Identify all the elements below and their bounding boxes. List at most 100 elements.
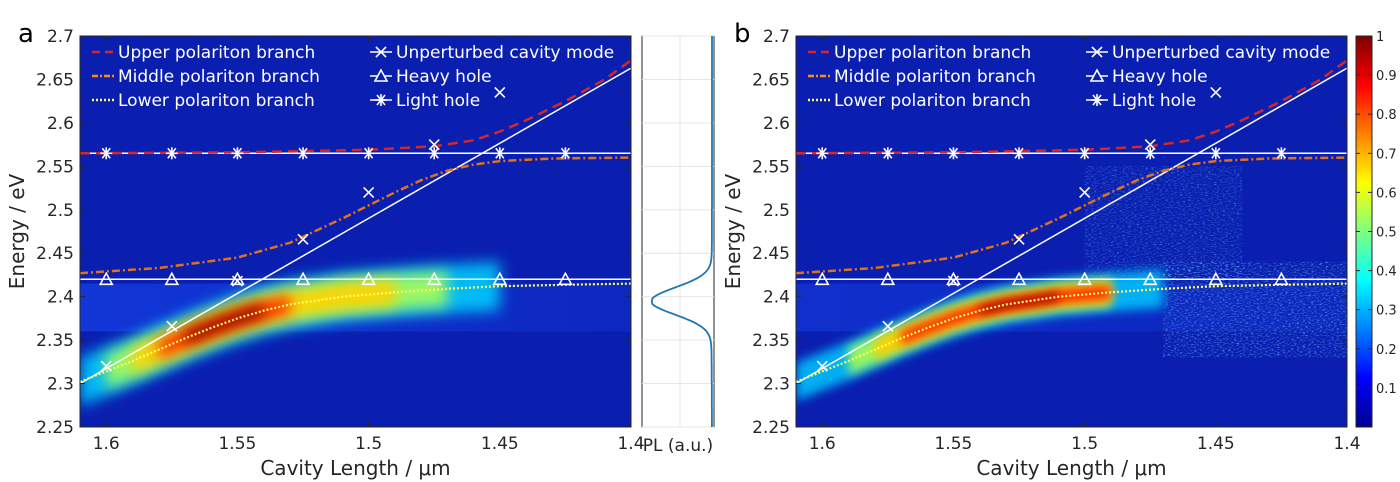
heavy-hole-marker — [1208, 271, 1224, 286]
y-tick-label: 2.5 — [763, 201, 790, 221]
colorbar-tick-label: 1 — [1376, 30, 1384, 45]
upper-branch-line — [796, 59, 1347, 155]
cavity-mode-line — [80, 67, 631, 385]
heavy-hole-marker — [880, 271, 896, 286]
light-hole-marker — [428, 147, 441, 160]
cavity-mode-marker — [1210, 86, 1222, 99]
x-axis-label: Cavity Length / μm — [260, 456, 450, 480]
legend-entry: Middle polariton branch — [808, 67, 1036, 87]
panel-b: Upper polariton branch Middle polariton b… — [721, 27, 1361, 480]
y-tick-label: 2.6 — [763, 114, 790, 134]
heavy-hole-marker — [946, 271, 961, 286]
panel-a: Upper polariton branch Middle polariton b… — [5, 27, 645, 480]
legend-label: Lower polariton branch — [834, 91, 1031, 111]
heavy-hole-marker — [1142, 271, 1158, 286]
y-tick-label: 2.7 — [763, 27, 790, 47]
legend-entry: Upper polariton branch — [92, 43, 315, 63]
y-tick-label: 2.55 — [36, 157, 74, 177]
y-axis-label: Energy / eV — [721, 173, 745, 289]
heavy-hole-marker — [361, 271, 376, 286]
legend-entry: Middle polariton branch — [92, 67, 320, 87]
x-tick-label: 1.45 — [1197, 434, 1235, 454]
heatmap-intensity — [80, 261, 631, 407]
x-axis-label: Cavity Length / μm — [976, 456, 1166, 480]
ticks: 1.6 1.55 1.5 1.45 1.4 2.25 2.3 2.35 2.4 2.45 2.5 2.… — [752, 27, 1360, 454]
light-hole-marker — [947, 147, 960, 160]
legend-entry: Unperturbed cavity mode — [370, 43, 614, 63]
legend-label: Middle polariton branch — [118, 67, 320, 87]
x-tick-label: 1.6 — [809, 434, 836, 454]
heavy-hole-marker — [492, 271, 508, 286]
colorbar: 0.1 0.2 0.3 0.4 0.5 0.6 0.7 0.8 0.9 1 — [1355, 30, 1397, 428]
light-hole-marker — [559, 147, 572, 160]
x-tick-label: 1.5 — [355, 434, 382, 454]
colorbar-tick-label: 0.7 — [1376, 147, 1397, 162]
y-tick-label: 2.4 — [763, 288, 790, 308]
y-tick-label: 2.35 — [752, 331, 790, 351]
legend-label: Heavy hole — [1112, 67, 1208, 87]
heavy-hole-marker — [1011, 271, 1027, 286]
y-tick-label: 2.3 — [47, 375, 74, 395]
pl-spectrum-panel: PL (a.u.) — [641, 35, 715, 456]
y-tick-label: 2.45 — [752, 244, 790, 264]
y-tick-label: 2.65 — [36, 70, 74, 90]
legend-entry: Upper polariton branch — [808, 43, 1031, 63]
cavity-mode-marker — [100, 360, 112, 372]
heavy-hole-marker — [164, 271, 180, 286]
legend-entry: Lower polariton branch — [92, 91, 315, 111]
legend-label: Heavy hole — [396, 67, 492, 87]
y-tick-label: 2.6 — [47, 114, 74, 134]
cavity-mode-marker — [1079, 186, 1091, 198]
cavity-mode-line — [796, 67, 1347, 385]
legend: Upper polariton branch Middle polariton b… — [92, 43, 614, 111]
y-tick-label: 2.45 — [36, 244, 74, 264]
y-tick-label: 2.7 — [47, 27, 74, 47]
light-hole-marker — [231, 147, 244, 160]
colorbar-tick-label: 0.5 — [1376, 226, 1397, 241]
colorbar-tick-label: 0.9 — [1376, 69, 1397, 84]
colorbar-tick-label: 0.6 — [1376, 186, 1397, 201]
legend-label: Unperturbed cavity mode — [396, 43, 614, 63]
panel-label-b: b — [734, 19, 751, 49]
legend-entry: Unperturbed cavity mode — [1086, 43, 1330, 63]
legend-label: Upper polariton branch — [834, 43, 1031, 63]
pl-frame — [641, 35, 715, 428]
legend-entry: Heavy hole — [370, 67, 492, 87]
legend-label: Lower polariton branch — [118, 91, 315, 111]
middle-branch-line — [80, 156, 631, 275]
light-hole-marker — [493, 147, 506, 160]
legend-label: Unperturbed cavity mode — [1112, 43, 1330, 63]
noise-texture — [1084, 166, 1243, 280]
x-tick-label: 1.6 — [93, 434, 120, 454]
curves — [796, 59, 1347, 385]
y-tick-label: 2.35 — [36, 331, 74, 351]
light-hole-marker — [362, 147, 375, 160]
y-tick-label: 2.5 — [47, 201, 74, 221]
light-hole-marker — [881, 147, 894, 160]
cavity-mode-marker — [166, 320, 178, 332]
x-tick-label: 1.55 — [934, 434, 972, 454]
curves — [80, 59, 631, 385]
x-tick-label: 1.5 — [1071, 434, 1098, 454]
y-tick-label: 2.25 — [36, 418, 74, 438]
y-tick-label: 2.4 — [47, 288, 74, 308]
plot-frame — [795, 35, 1348, 428]
cavity-mode-marker — [363, 186, 375, 198]
legend-entry: Light hole — [370, 91, 480, 111]
x-tick-label: 1.55 — [218, 434, 256, 454]
heavy-hole-marker — [1077, 271, 1092, 286]
panel-label-a: a — [18, 19, 34, 49]
pl-spectrum-line — [651, 36, 713, 427]
light-hole-marker — [1209, 147, 1222, 160]
colorbar-tick-label: 0.8 — [1376, 108, 1397, 123]
heavy-hole-marker — [426, 271, 442, 286]
colorbar-tick-label: 0.2 — [1376, 343, 1397, 358]
heavy-hole-marker — [230, 271, 245, 286]
y-tick-label: 2.55 — [752, 157, 790, 177]
y-tick-label: 2.65 — [752, 70, 790, 90]
colorbar-tick-label: 0.3 — [1376, 304, 1397, 319]
light-hole-marker — [1144, 147, 1157, 160]
emission-core — [185, 303, 264, 345]
pl-axis-label: PL (a.u.) — [643, 436, 713, 456]
